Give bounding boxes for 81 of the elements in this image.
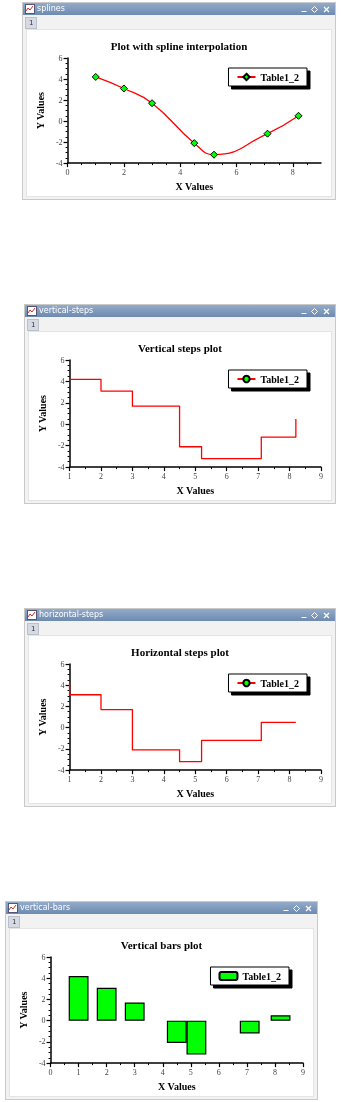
y-tick-label: -2: [38, 1037, 46, 1047]
x-tick-label: 5: [188, 1067, 193, 1077]
y-tick-label: 4: [60, 680, 65, 690]
x-tick-label: 8: [287, 774, 292, 784]
y-tick-label: 0: [58, 116, 63, 126]
x-tick-label: 7: [244, 1067, 249, 1077]
y-tick-label: 6: [41, 952, 46, 962]
y-tick-label: 6: [60, 355, 65, 365]
x-tick-label: 2: [98, 471, 103, 481]
y-tick-label: -4: [55, 158, 63, 168]
x-tick-label: 1: [67, 774, 72, 784]
y-tick-label: -2: [55, 137, 63, 147]
y-tick-label: 2: [41, 994, 46, 1004]
legend-label: Table1_2: [260, 677, 299, 689]
y-tick-label: -2: [57, 744, 65, 754]
x-axis-title: X Values: [176, 484, 215, 496]
x-tick-label: 5: [193, 471, 198, 481]
y-tick-label: 4: [60, 376, 65, 386]
x-tick-label: 9: [301, 1067, 305, 1077]
chart-subtitle: vertical-steps: [39, 305, 94, 317]
y-axis-title: Y Values: [34, 91, 46, 130]
x-tick-label: 4: [161, 471, 166, 481]
y-tick-label: 4: [41, 973, 46, 983]
y-tick-label: 0: [60, 419, 65, 429]
x-tick-label: 4: [161, 774, 166, 784]
chart-title: Vertical bars plot: [120, 938, 203, 951]
bar: [124, 1002, 145, 1021]
y-tick-label: 6: [60, 659, 65, 669]
x-tick-label: 4: [178, 167, 183, 177]
chart-title: Horizontal steps plot: [131, 645, 230, 658]
x-axis-title: X Values: [176, 787, 215, 799]
chart-title: Vertical steps plot: [138, 341, 223, 354]
x-tick-label: 5: [193, 774, 198, 784]
bar: [96, 987, 117, 1021]
chart-subtitle: splines: [37, 3, 65, 15]
y-tick-label: 4: [58, 74, 63, 84]
x-tick-label: 9: [319, 471, 323, 481]
x-tick-label: 6: [224, 471, 229, 481]
x-tick-label: 6: [234, 167, 239, 177]
legend-label: Table1_2: [260, 373, 299, 385]
x-tick-label: 8: [287, 471, 292, 481]
x-tick-label: 2: [121, 167, 126, 177]
x-tick-label: 8: [272, 1067, 277, 1077]
bar: [270, 1015, 291, 1021]
x-tick-label: 1: [67, 471, 72, 481]
y-axis-title: Y Values: [17, 991, 29, 1029]
legend-label: Table1_2: [260, 71, 299, 83]
x-tick-label: 6: [224, 774, 229, 784]
x-tick-label: 3: [130, 774, 135, 784]
y-tick-label: -4: [57, 765, 65, 775]
x-tick-label: 7: [256, 471, 261, 481]
x-tick-label: 3: [130, 471, 135, 481]
y-tick-label: 0: [41, 1016, 46, 1026]
y-axis-title: Y Values: [36, 394, 48, 433]
x-tick-label: 8: [290, 167, 295, 177]
x-tick-label: 4: [160, 1067, 165, 1077]
y-tick-label: 0: [60, 723, 65, 733]
legend-label: Table1_2: [242, 970, 281, 982]
y-tick-label: 6: [58, 53, 63, 63]
chart-subtitle: vertical-bars: [20, 902, 71, 914]
x-tick-label: 2: [98, 774, 103, 784]
bar: [239, 1020, 260, 1034]
y-axis-title: Y Values: [36, 698, 48, 736]
x-tick-label: 9: [319, 774, 323, 784]
y-tick-label: -4: [38, 1058, 46, 1068]
x-tick-label: 0: [48, 1067, 53, 1077]
y-tick-label: -4: [57, 462, 65, 472]
chart-title: Plot with spline interpolation: [110, 39, 248, 52]
y-tick-label: 2: [58, 95, 63, 105]
x-tick-label: 1: [76, 1067, 81, 1077]
x-tick-label: 3: [132, 1067, 137, 1077]
x-tick-label: 2: [104, 1067, 109, 1077]
y-tick-label: 2: [60, 701, 65, 711]
x-axis-title: X Values: [158, 1080, 196, 1092]
chart-subtitle: horizontal-steps: [39, 609, 104, 621]
x-tick-label: 7: [256, 774, 261, 784]
y-tick-label: -2: [57, 441, 65, 451]
x-axis-title: X Values: [175, 180, 214, 192]
x-tick-label: 6: [216, 1067, 221, 1077]
y-tick-label: 2: [60, 398, 65, 408]
bar: [68, 976, 89, 1021]
